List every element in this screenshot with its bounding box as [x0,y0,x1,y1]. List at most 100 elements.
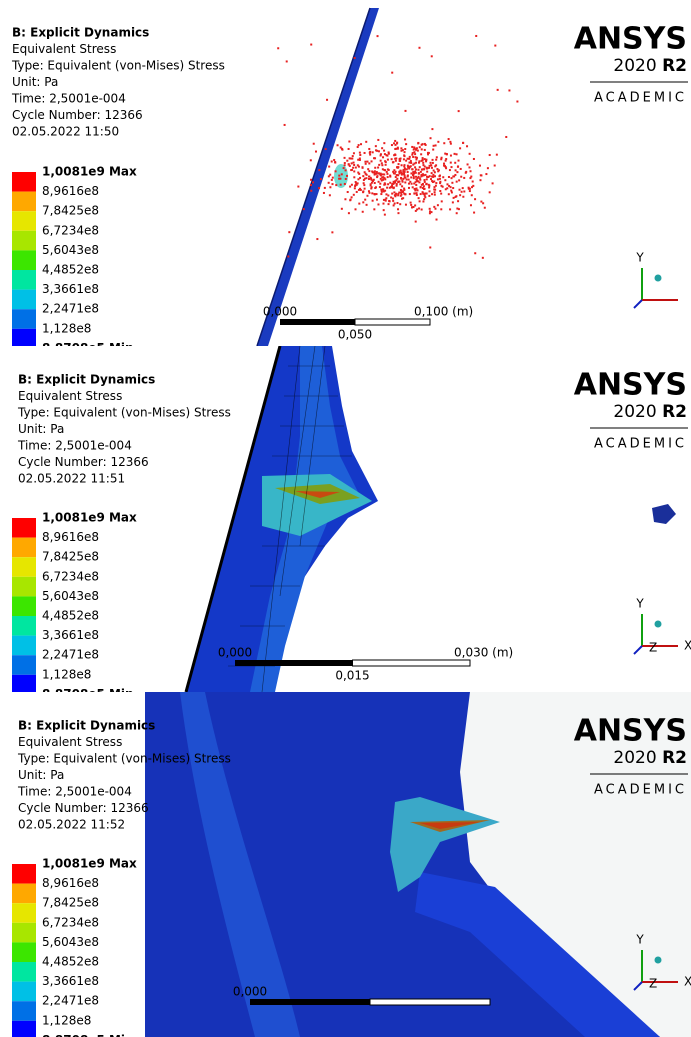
particle [480,174,482,176]
particle [364,188,366,190]
particle [411,168,413,170]
particle [468,166,470,168]
particle [312,181,314,183]
logo-version: 2020 [613,56,662,76]
legend-label: 2,2471e8 [42,302,99,316]
particle [431,128,433,130]
scale-bar [250,999,370,1005]
particle [402,178,404,180]
particle [437,178,439,180]
particle [371,186,373,188]
particle [383,142,385,144]
particle [422,157,424,159]
particle [446,153,448,155]
triad-point [655,621,662,628]
legend-label: 2,2471e8 [42,648,99,662]
particle [404,181,406,183]
particle [366,204,368,206]
particle [413,172,415,174]
header-line: Cycle Number: 12366 [18,801,149,815]
particle [371,179,373,181]
particle [380,189,382,191]
particle [345,178,347,180]
particle [358,203,360,205]
legend-band [12,616,36,636]
particle [351,184,353,186]
header-line: 02.05.2022 11:51 [18,472,125,486]
particle [351,158,353,160]
particle [422,200,424,202]
particle [449,141,451,143]
particle [401,172,403,174]
particle [410,162,412,164]
particle [400,170,402,172]
particle [441,157,443,159]
particle [419,166,421,168]
legend-band [12,231,36,251]
particle [397,212,399,214]
particle [412,186,414,188]
legend-label: 6,7234e8 [42,569,99,583]
particle [423,198,425,200]
logo-version: 2020 [613,402,662,422]
particle [396,202,398,204]
legend-band [12,192,36,212]
particle [456,212,458,214]
triad-label: Z [649,641,657,655]
particle [388,203,390,205]
particle [424,149,426,151]
particle [433,145,435,147]
particle [414,166,416,168]
particle [377,139,379,141]
particle [406,179,408,181]
particle [408,183,410,185]
particle [328,175,330,177]
logo-version: 2020 R2 [613,402,687,422]
particle [434,194,436,196]
particle [385,154,387,156]
particle [288,231,290,233]
particle [404,155,406,157]
header-line: 02.05.2022 11:50 [12,125,119,139]
particle [370,183,372,185]
particle [450,190,452,192]
particle [470,176,472,178]
legend-band [12,1021,36,1037]
particle [418,173,420,175]
particle [405,160,407,162]
legend-band [12,250,36,270]
particle [434,191,436,193]
particle [377,203,379,205]
logo-version: 2020 R2 [613,56,687,76]
particle [324,187,326,189]
logo-version: 2020 R2 [613,748,687,768]
particle [410,176,412,178]
particle [391,158,393,160]
particle [382,188,384,190]
particle [397,208,399,210]
particle [459,189,461,191]
particle [374,167,376,169]
particle [359,154,361,156]
particle [450,155,452,157]
particle [365,141,367,143]
particle [451,177,453,179]
triad-label: X [684,975,691,989]
legend-label: 4,4852e8 [42,263,99,277]
particle [399,183,401,185]
legend-band [12,982,36,1002]
header-line: Type: Equivalent (von-Mises) Stress [17,752,231,766]
particle [418,162,420,164]
legend-label: 1,0081e9 Max [42,165,137,179]
particle [373,208,375,210]
particle [357,164,359,166]
particle [424,181,426,183]
header-title: B: Explicit Dynamics [18,719,155,733]
particle [379,186,381,188]
scale-bar [235,660,353,666]
particle [420,175,422,177]
scale-bar [353,660,471,666]
particle [287,255,289,257]
header-line: Equivalent Stress [12,42,116,56]
particle [381,147,383,149]
